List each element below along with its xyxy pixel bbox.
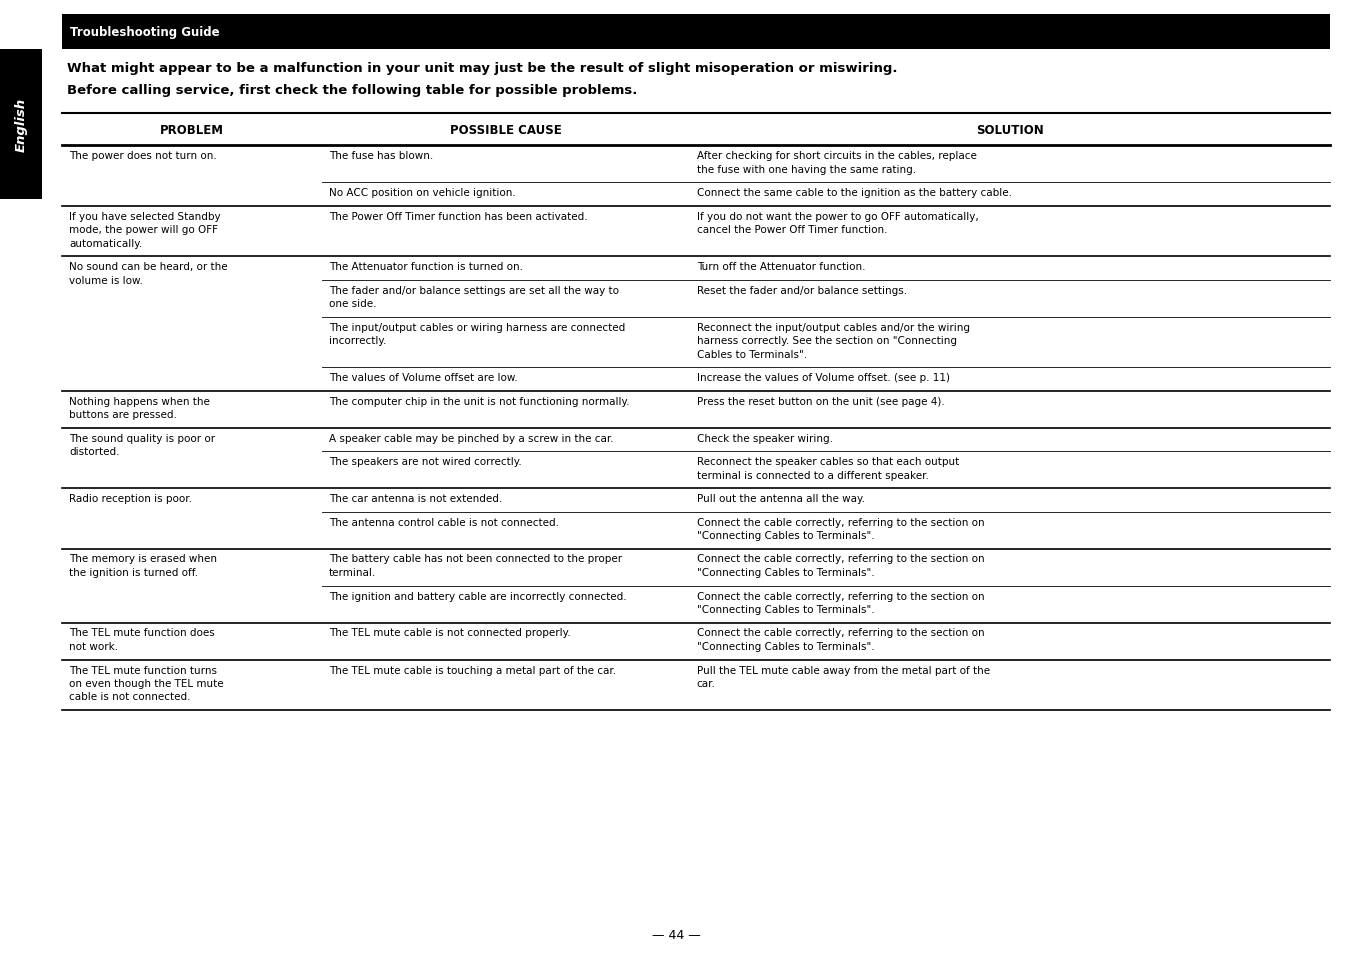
Text: Reconnect the input/output cables and/or the wiring: Reconnect the input/output cables and/or… — [696, 322, 969, 333]
Text: cable is not connected.: cable is not connected. — [69, 692, 191, 701]
Text: the ignition is turned off.: the ignition is turned off. — [69, 567, 199, 578]
Text: The battery cable has not been connected to the proper: The battery cable has not been connected… — [329, 554, 622, 564]
Text: volume is low.: volume is low. — [69, 275, 143, 285]
Text: automatically.: automatically. — [69, 238, 142, 248]
Bar — [0, 50, 42, 200]
Text: The car antenna is not extended.: The car antenna is not extended. — [329, 494, 502, 503]
Text: The computer chip in the unit is not functioning normally.: The computer chip in the unit is not fun… — [329, 396, 630, 406]
Text: incorrectly.: incorrectly. — [329, 335, 387, 346]
Text: Connect the same cable to the ignition as the battery cable.: Connect the same cable to the ignition a… — [696, 188, 1011, 198]
Text: — 44 —: — 44 — — [652, 928, 700, 942]
Text: buttons are pressed.: buttons are pressed. — [69, 410, 177, 419]
Text: Troubleshooting Guide: Troubleshooting Guide — [70, 26, 219, 39]
Text: The memory is erased when: The memory is erased when — [69, 554, 218, 564]
Text: Connect the cable correctly, referring to the section on: Connect the cable correctly, referring t… — [696, 628, 984, 638]
Text: The fuse has blown.: The fuse has blown. — [329, 151, 433, 161]
Text: cancel the Power Off Timer function.: cancel the Power Off Timer function. — [696, 225, 887, 234]
Text: POSSIBLE CAUSE: POSSIBLE CAUSE — [450, 123, 561, 136]
Text: Check the speaker wiring.: Check the speaker wiring. — [696, 433, 833, 443]
Text: not work.: not work. — [69, 641, 118, 651]
Text: Pull the TEL mute cable away from the metal part of the: Pull the TEL mute cable away from the me… — [696, 665, 990, 675]
Text: No ACC position on vehicle ignition.: No ACC position on vehicle ignition. — [329, 188, 515, 198]
Text: The fader and/or balance settings are set all the way to: The fader and/or balance settings are se… — [329, 285, 619, 295]
Text: Turn off the Attenuator function.: Turn off the Attenuator function. — [696, 262, 865, 272]
Text: If you have selected Standby: If you have selected Standby — [69, 212, 220, 221]
Text: harness correctly. See the section on "Connecting: harness correctly. See the section on "C… — [696, 335, 957, 346]
Text: If you do not want the power to go OFF automatically,: If you do not want the power to go OFF a… — [696, 212, 979, 221]
Text: car.: car. — [696, 679, 715, 688]
Text: Reconnect the speaker cables so that each output: Reconnect the speaker cables so that eac… — [696, 456, 959, 467]
Text: Reset the fader and/or balance settings.: Reset the fader and/or balance settings. — [696, 285, 907, 295]
Text: the fuse with one having the same rating.: the fuse with one having the same rating… — [696, 164, 915, 174]
Text: mode, the power will go OFF: mode, the power will go OFF — [69, 225, 218, 234]
Text: The speakers are not wired correctly.: The speakers are not wired correctly. — [329, 456, 522, 467]
Text: What might appear to be a malfunction in your unit may just be the result of sli: What might appear to be a malfunction in… — [68, 62, 898, 75]
Text: "Connecting Cables to Terminals".: "Connecting Cables to Terminals". — [696, 641, 875, 651]
Text: Press the reset button on the unit (see page 4).: Press the reset button on the unit (see … — [696, 396, 945, 406]
Text: The TEL mute function turns: The TEL mute function turns — [69, 665, 218, 675]
Text: one side.: one side. — [329, 298, 376, 309]
Text: The Power Off Timer function has been activated.: The Power Off Timer function has been ac… — [329, 212, 588, 221]
Text: Connect the cable correctly, referring to the section on: Connect the cable correctly, referring t… — [696, 591, 984, 601]
Text: "Connecting Cables to Terminals".: "Connecting Cables to Terminals". — [696, 567, 875, 578]
Text: The ignition and battery cable are incorrectly connected.: The ignition and battery cable are incor… — [329, 591, 626, 601]
Text: PROBLEM: PROBLEM — [160, 123, 224, 136]
Text: English: English — [15, 98, 27, 152]
Text: Connect the cable correctly, referring to the section on: Connect the cable correctly, referring t… — [696, 554, 984, 564]
Text: The antenna control cable is not connected.: The antenna control cable is not connect… — [329, 517, 558, 527]
Text: After checking for short circuits in the cables, replace: After checking for short circuits in the… — [696, 151, 976, 161]
Text: "Connecting Cables to Terminals".: "Connecting Cables to Terminals". — [696, 604, 875, 615]
Text: The sound quality is poor or: The sound quality is poor or — [69, 433, 215, 443]
Text: terminal.: terminal. — [329, 567, 376, 578]
Text: Increase the values of Volume offset. (see p. 11): Increase the values of Volume offset. (s… — [696, 373, 949, 382]
Text: The TEL mute function does: The TEL mute function does — [69, 628, 215, 638]
Text: "Connecting Cables to Terminals".: "Connecting Cables to Terminals". — [696, 531, 875, 540]
Text: The values of Volume offset are low.: The values of Volume offset are low. — [329, 373, 518, 382]
Text: Before calling service, first check the following table for possible problems.: Before calling service, first check the … — [68, 84, 637, 97]
Text: SOLUTION: SOLUTION — [976, 123, 1044, 136]
Text: Pull out the antenna all the way.: Pull out the antenna all the way. — [696, 494, 865, 503]
Text: Connect the cable correctly, referring to the section on: Connect the cable correctly, referring t… — [696, 517, 984, 527]
Text: Nothing happens when the: Nothing happens when the — [69, 396, 210, 406]
Text: The power does not turn on.: The power does not turn on. — [69, 151, 216, 161]
Text: Cables to Terminals".: Cables to Terminals". — [696, 349, 807, 359]
Text: No sound can be heard, or the: No sound can be heard, or the — [69, 262, 227, 272]
Text: The Attenuator function is turned on.: The Attenuator function is turned on. — [329, 262, 523, 272]
Text: The TEL mute cable is not connected properly.: The TEL mute cable is not connected prop… — [329, 628, 571, 638]
Text: on even though the TEL mute: on even though the TEL mute — [69, 679, 223, 688]
Text: The input/output cables or wiring harness are connected: The input/output cables or wiring harnes… — [329, 322, 625, 333]
Text: The TEL mute cable is touching a metal part of the car.: The TEL mute cable is touching a metal p… — [329, 665, 617, 675]
Bar — [62, 15, 1330, 50]
Text: terminal is connected to a different speaker.: terminal is connected to a different spe… — [696, 470, 929, 480]
Text: Radio reception is poor.: Radio reception is poor. — [69, 494, 192, 503]
Text: A speaker cable may be pinched by a screw in the car.: A speaker cable may be pinched by a scre… — [329, 433, 614, 443]
Text: distorted.: distorted. — [69, 447, 119, 456]
